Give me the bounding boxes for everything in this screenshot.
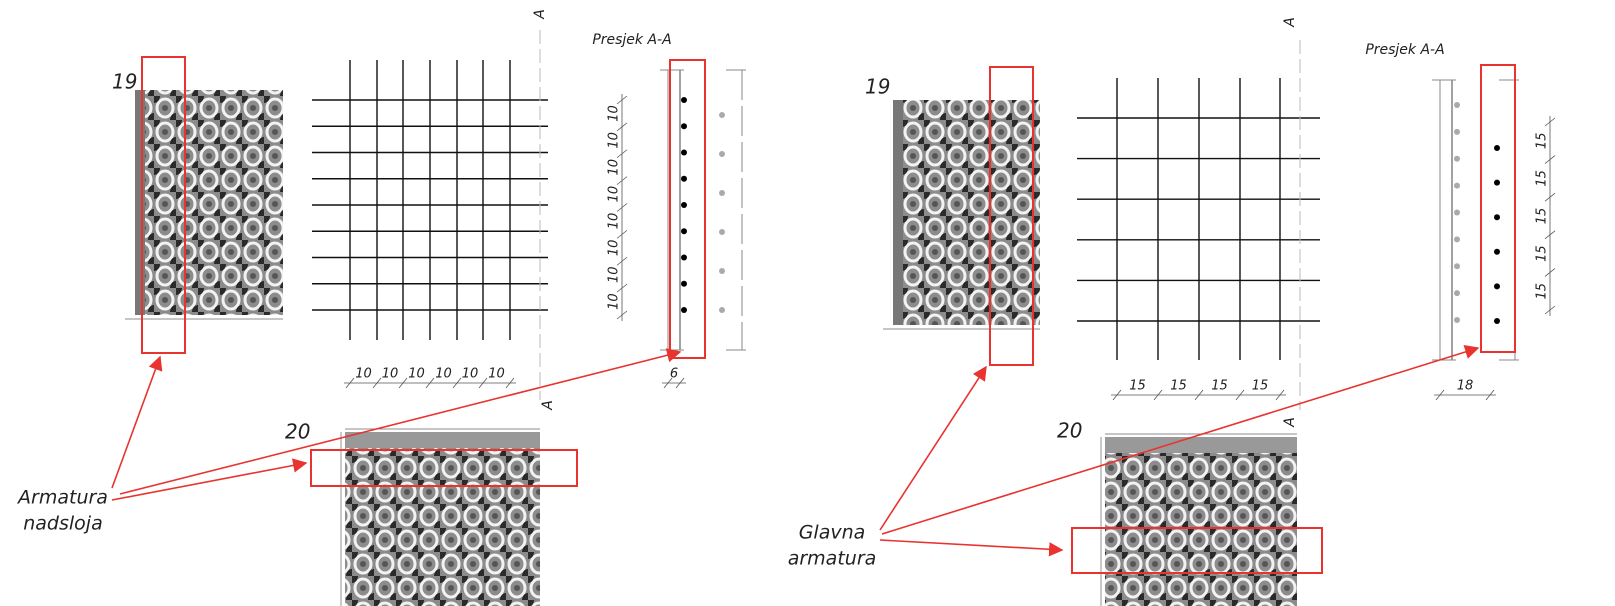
rebar-dot [1454,183,1460,189]
dimension-label: 10 [607,293,622,310]
scan-number: 19 [112,70,137,94]
highlight-box [670,60,705,358]
dimension-label: 15 [1252,379,1269,394]
dimension-label: 15 [1535,245,1550,262]
rebar-dot [719,112,725,118]
dimension-label: 10 [607,266,622,283]
section-mark: A [1282,17,1298,28]
rebar-dot [681,202,687,208]
callout-arrow [112,357,160,488]
dimension-label: 6 [670,367,678,382]
rebar-dot [1454,210,1460,216]
dimension-label: 15 [1211,379,1228,394]
rebar-dot [719,190,725,196]
dimension-label: 10 [607,240,622,257]
rebar-dot [1494,180,1500,186]
dimension-label: 18 [1457,379,1474,394]
highlight-box [1481,65,1515,352]
rebar-dot [1454,236,1460,242]
rebar-dot [1454,102,1460,108]
scan-number: 20 [1057,419,1082,443]
dimension-label: 15 [1129,379,1146,394]
rebar-dot [1494,318,1500,324]
section-mark: A [1282,417,1298,428]
scan-edge [1105,437,1297,453]
radar-scan [135,90,283,315]
scan-number: 19 [865,75,890,99]
dimension-label: 10 [382,367,399,382]
dimension-label: 15 [1535,283,1550,300]
dimension-label: 15 [1535,208,1550,225]
rebar-dot [719,268,725,274]
callout-arrow [112,463,306,500]
callout-text: armatura [788,548,877,570]
scan-edge [345,432,540,448]
rebar-dot [681,97,687,103]
callout-text: nadsloja [23,513,102,535]
rebar-dot [681,150,687,156]
rebar-dot [681,255,687,261]
rebar-dot [719,307,725,313]
rebar-dot [1494,145,1500,151]
rebar-dot [719,229,725,235]
rebar-dot [1454,156,1460,162]
dimension-label: 10 [488,367,505,382]
dimension-label: 10 [607,213,622,230]
rebar-dot [681,228,687,234]
rebar-dot [681,281,687,287]
dimension-label: 10 [607,159,622,176]
rebar-dot [1494,214,1500,220]
rebar-dot [719,151,725,157]
dimension-label: 10 [607,132,622,149]
scan-number: 20 [285,420,310,444]
dimension-label: 10 [462,367,479,382]
callout-arrow [880,540,1062,550]
section-title: Presjek A-A [1365,42,1444,58]
rebar-dot [681,123,687,129]
dimension-label: 10 [607,105,622,122]
rebar-dot [1454,290,1460,296]
drawing: 19 A A 10 10 10 10 10 10 Presjek A-A 10 10 10 10 10 10 1… [0,0,1615,606]
dimension-label: 15 [1535,170,1550,187]
rebar-dot [1494,249,1500,255]
dimension-label: 10 [435,367,452,382]
dimension-label: 15 [1535,133,1550,150]
rebar-dot [1454,317,1460,323]
callout-arrow [880,367,986,530]
rebar-dot [681,307,687,313]
page: 19 A A 10 10 10 10 10 10 Presjek A-A 10 10 10 10 10 10 1… [0,0,1615,606]
dimension-label: 10 [607,186,622,203]
scan-edge [893,100,903,325]
callout-text: Armatura [16,487,108,509]
radar-scan [345,432,540,606]
callout-text: Glavna [799,522,866,544]
radar-scan [1105,437,1297,606]
dimension-label: 10 [355,367,372,382]
dimension-label: 15 [1170,379,1187,394]
rebar-dot [1454,129,1460,135]
rebar-dot [1494,283,1500,289]
section-mark: A [540,400,556,411]
dimension-label: 10 [408,367,425,382]
section-mark: A [532,9,548,20]
section-title: Presjek A-A [592,32,671,48]
scan-edge [135,90,145,315]
rebar-dot [1454,263,1460,269]
radar-scan [893,100,1040,325]
rebar-dot [681,176,687,182]
